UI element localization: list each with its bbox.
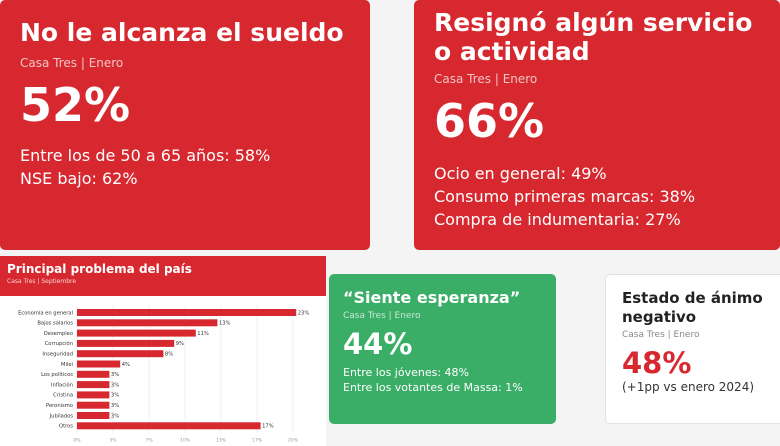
card-value: 52% xyxy=(20,78,131,132)
value-label: 17% xyxy=(262,424,274,430)
category-label: Otros xyxy=(59,424,73,430)
card-detail: Entre los jóvenes: 48% xyxy=(343,366,469,379)
bar xyxy=(77,401,110,409)
x-tick-label: 7% xyxy=(145,438,153,444)
category-label: Jubilados xyxy=(49,413,74,419)
value-label: 13% xyxy=(219,321,231,327)
card-value: 44% xyxy=(343,327,413,361)
bar xyxy=(77,350,164,358)
bar xyxy=(77,422,261,430)
card-detail: Compra de indumentaria: 27% xyxy=(434,210,681,229)
value-label: 8% xyxy=(165,352,173,358)
category-label: Economía en general xyxy=(18,309,73,316)
card-subtitle: Casa Tres | Enero xyxy=(434,72,538,86)
value-label: 3% xyxy=(111,382,119,388)
bar xyxy=(77,370,110,378)
x-tick-label: 20% xyxy=(288,438,299,444)
card-detail: NSE bajo: 62% xyxy=(20,169,138,188)
category-label: Los políticos xyxy=(41,371,73,378)
bar-chart: 0% 3% 7% 10% 13% 17% 20% Economía en general 23%… xyxy=(18,305,310,444)
value-label: 3% xyxy=(111,413,119,419)
card-subtitle: Casa Tres | Enero xyxy=(622,330,700,340)
chart-subtitle: Casa Tres | Septiembre xyxy=(7,278,77,285)
bar xyxy=(77,309,297,316)
card-detail: Entre los de 50 a 65 años: 58% xyxy=(20,146,271,165)
card-animo: Estado de ánimo negativo Casa Tres | Ene… xyxy=(605,274,780,424)
bar xyxy=(77,360,121,368)
category-label: Bajos salarios xyxy=(37,321,73,327)
x-tick-label: 0% xyxy=(73,438,81,444)
value-label: 3% xyxy=(111,372,119,378)
chart-card-problema: Principal problema del país Casa Tres | … xyxy=(0,256,326,446)
bar xyxy=(77,381,110,389)
card-subtitle: Casa Tres | Enero xyxy=(343,311,421,321)
value-label: 9% xyxy=(176,341,184,347)
value-label: 3% xyxy=(111,403,119,409)
category-label: Peronismo xyxy=(46,403,73,409)
category-label: Inseguridad xyxy=(42,352,73,358)
category-label: Inflación xyxy=(51,381,73,388)
card-detail: Ocio en general: 49% xyxy=(434,164,607,183)
card-esperanza: “Siente esperanza” Casa Tres | Enero 44%… xyxy=(329,274,556,424)
card-detail: Entre los votantes de Massa: 1% xyxy=(343,381,523,394)
x-tick-label: 10% xyxy=(180,438,191,444)
bar xyxy=(77,329,196,337)
card-detail: Consumo primeras marcas: 38% xyxy=(434,187,696,206)
category-label: Corrupción xyxy=(45,340,73,347)
chart-title: Principal problema del país xyxy=(7,262,192,276)
value-label: 11% xyxy=(197,331,209,337)
bar xyxy=(77,391,110,399)
value-label: 3% xyxy=(111,393,119,399)
category-label: Desempleo xyxy=(44,331,73,337)
chart-header: Principal problema del país Casa Tres | … xyxy=(0,256,326,296)
card-note: (+1pp vs enero 2024) xyxy=(622,380,755,394)
card-title: Estado de ánimo negativo xyxy=(622,289,763,326)
card-title: Resignó algún servicio o actividad xyxy=(434,8,753,66)
card-subtitle: Casa Tres | Enero xyxy=(20,56,124,70)
x-tick-label: 17% xyxy=(252,438,263,444)
category-label: Cristina xyxy=(53,393,73,399)
card-title: No le alcanza el sueldo xyxy=(20,18,344,47)
category-label: Milei xyxy=(61,362,73,368)
card-value: 48% xyxy=(622,346,692,380)
bar xyxy=(77,319,218,327)
card-sueldo: No le alcanza el sueldo Casa Tres | Ener… xyxy=(0,0,370,250)
card-value: 66% xyxy=(434,94,545,148)
bar xyxy=(77,339,175,347)
value-label: 4% xyxy=(122,362,130,368)
x-tick-label: 13% xyxy=(216,438,227,444)
x-tick-label: 3% xyxy=(109,438,117,444)
bar xyxy=(77,412,110,419)
value-label: 23% xyxy=(298,310,310,316)
card-resigno: Resignó algún servicio o actividad Casa … xyxy=(414,0,780,250)
card-title: “Siente esperanza” xyxy=(343,288,521,307)
